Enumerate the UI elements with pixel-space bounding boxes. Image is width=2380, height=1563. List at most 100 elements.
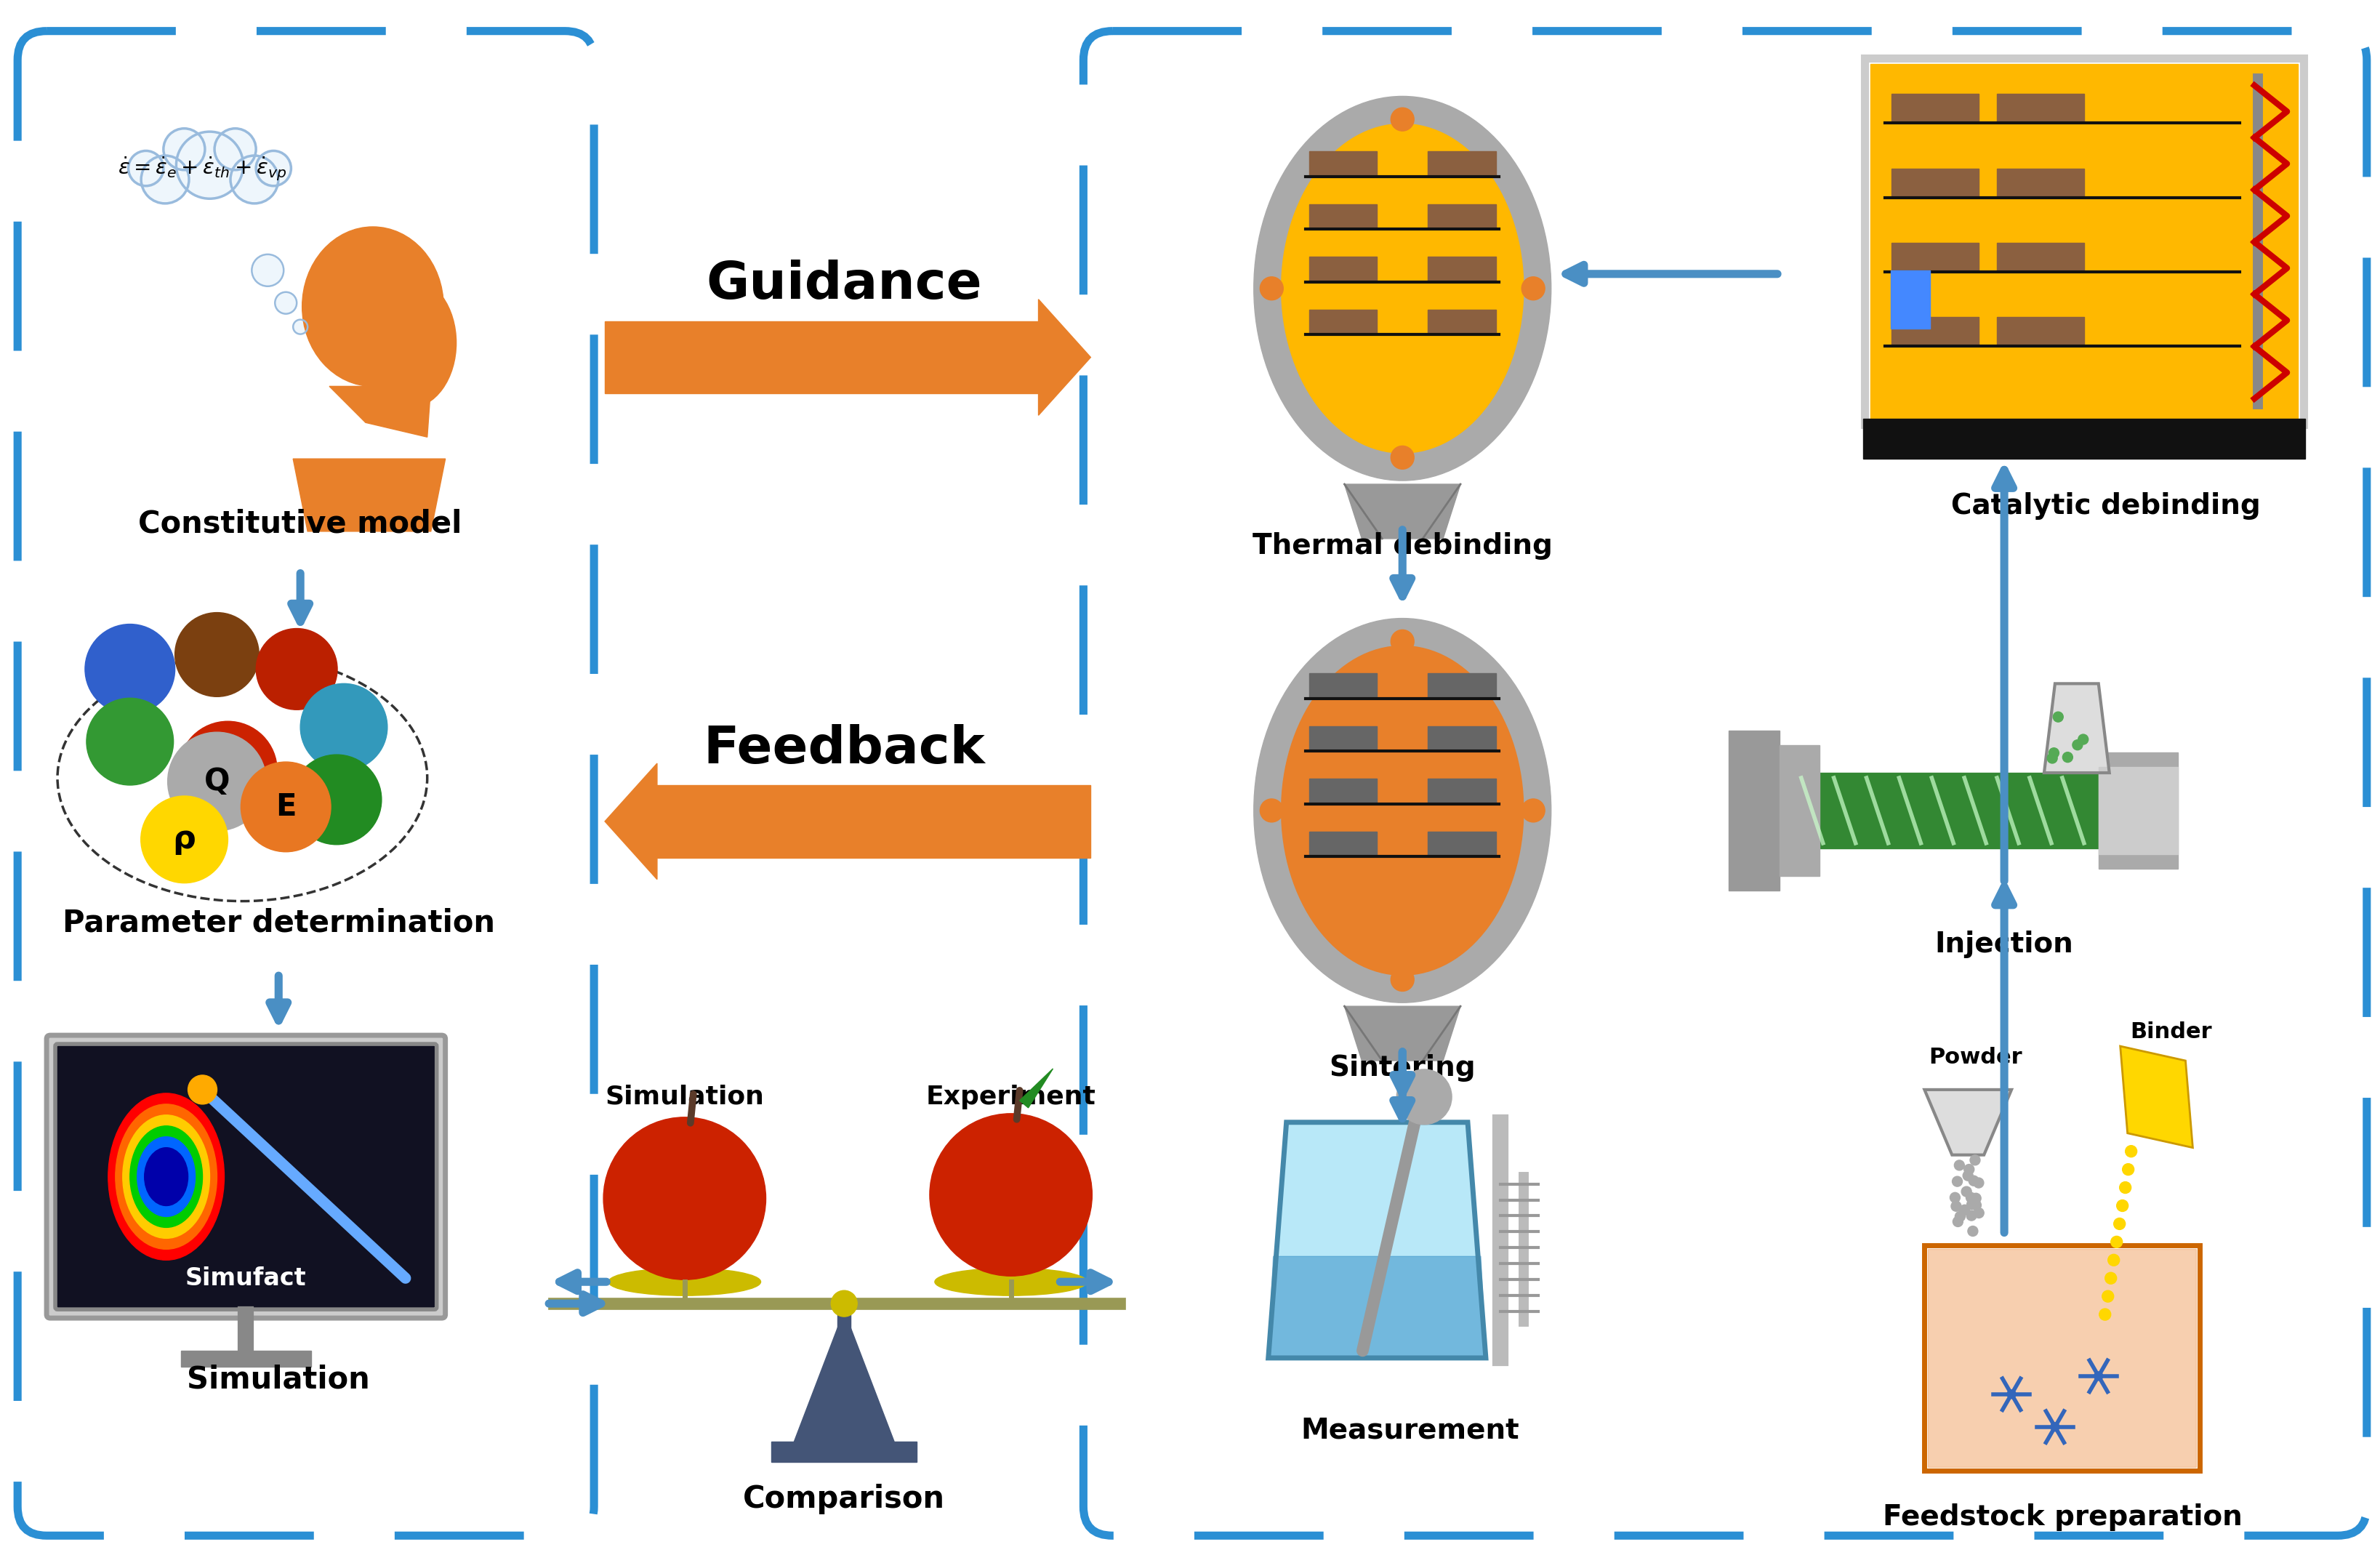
Text: Catalytic debinding: Catalytic debinding [1952,492,2261,520]
Bar [1871,64,2299,419]
Polygon shape [1269,1257,1485,1358]
Circle shape [140,156,188,203]
Circle shape [300,683,388,771]
Bar [1428,778,1495,802]
Circle shape [931,1113,1092,1275]
Circle shape [1949,1193,1961,1202]
Circle shape [252,255,283,286]
Circle shape [1966,1210,1975,1221]
Bar [1309,152,1378,175]
Bar [771,1441,916,1461]
Circle shape [1952,1200,1961,1211]
Circle shape [86,699,174,785]
Bar [1864,419,2306,460]
Text: Measurement: Measurement [1299,1416,1518,1444]
FancyBboxPatch shape [55,1044,436,1310]
Circle shape [2125,1146,2137,1157]
Circle shape [831,1291,857,1316]
Circle shape [129,150,164,186]
Polygon shape [2121,1046,2192,1147]
Circle shape [1390,445,1414,469]
Circle shape [1968,1175,1978,1186]
Text: Sintering: Sintering [1328,1053,1476,1082]
Text: Simufact: Simufact [186,1266,307,1289]
Circle shape [178,721,276,821]
Bar [1864,58,2304,425]
Circle shape [257,150,290,186]
Bar [2099,752,2178,869]
Bar [1890,270,1930,328]
Polygon shape [1345,485,1461,539]
Circle shape [2116,1200,2128,1211]
Circle shape [2094,1372,2104,1380]
Ellipse shape [302,227,443,386]
Text: Powder: Powder [1928,1047,2023,1068]
Circle shape [2063,752,2073,763]
Ellipse shape [1254,97,1552,480]
Text: Simulation: Simulation [605,1085,764,1110]
Bar [1309,309,1378,333]
Ellipse shape [935,1268,1088,1296]
Bar [181,1350,312,1366]
Circle shape [176,131,243,199]
Circle shape [188,1075,217,1103]
Bar [1728,731,1780,891]
Circle shape [2113,1218,2125,1230]
Ellipse shape [117,1103,217,1249]
Bar [1997,242,2085,270]
Circle shape [2054,711,2063,722]
Polygon shape [2044,683,2109,772]
Circle shape [174,613,259,697]
Ellipse shape [1280,646,1523,975]
Circle shape [1521,277,1545,300]
Circle shape [2099,1308,2111,1321]
Circle shape [1963,1164,1973,1174]
FancyBboxPatch shape [48,1035,445,1318]
Circle shape [1954,1211,1966,1222]
Circle shape [1954,1160,1963,1171]
Circle shape [1959,1205,1971,1214]
Circle shape [2104,1272,2116,1283]
Polygon shape [793,1311,895,1444]
Circle shape [2047,753,2056,763]
Text: Thermal debinding: Thermal debinding [1252,531,1552,560]
Ellipse shape [107,1093,224,1260]
Circle shape [2111,1236,2123,1247]
Circle shape [293,319,307,334]
Text: Injection: Injection [1935,932,2073,958]
Circle shape [86,624,174,714]
Text: E: E [276,791,295,822]
Circle shape [1966,1193,1975,1202]
Bar [2099,767,2178,853]
Circle shape [1954,1216,1963,1227]
Text: Constitutive model: Constitutive model [138,510,462,539]
Polygon shape [1925,1089,2011,1155]
Ellipse shape [1254,619,1552,1002]
Circle shape [1971,1155,1980,1164]
Bar [1892,169,1978,195]
Circle shape [293,755,381,844]
Polygon shape [1345,1007,1461,1061]
Bar [1309,727,1378,750]
Ellipse shape [145,1147,188,1205]
Bar [1892,242,1978,270]
Circle shape [2102,1291,2113,1302]
Bar [1428,309,1495,333]
Bar [1787,772,2099,849]
Text: Q: Q [205,766,231,797]
Ellipse shape [138,1136,195,1216]
Circle shape [1968,1225,1978,1236]
Bar [1892,94,1978,122]
Bar [1925,1246,2199,1471]
Circle shape [1259,799,1283,822]
Polygon shape [652,785,1090,858]
Bar [1928,1249,2197,1466]
Circle shape [1971,1193,1980,1204]
Polygon shape [1038,299,1090,416]
Polygon shape [1269,1122,1485,1358]
Text: ρ: ρ [174,824,195,855]
Text: Feedback: Feedback [702,724,985,774]
Ellipse shape [609,1268,762,1296]
Circle shape [2049,747,2059,758]
Bar [1428,152,1495,175]
